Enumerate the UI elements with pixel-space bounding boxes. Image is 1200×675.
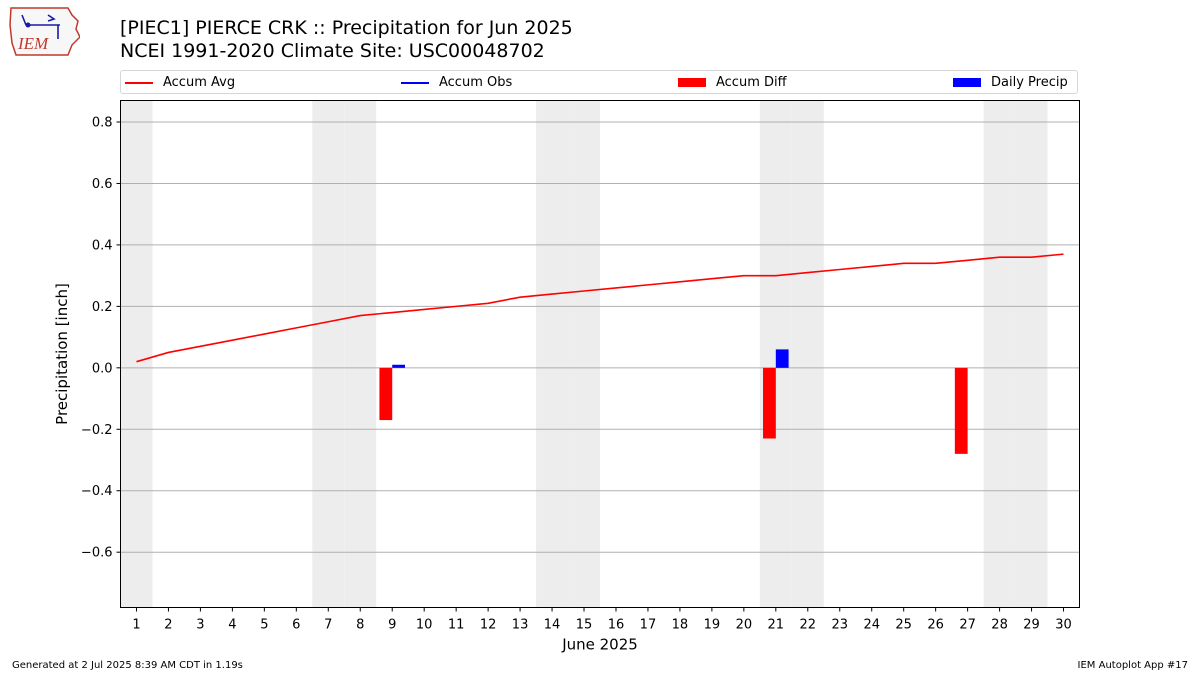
x-tick-label: 30 — [1055, 618, 1072, 633]
x-tick-label: 17 — [640, 618, 657, 633]
autoplot-app-label: IEM Autoplot App #17 — [1077, 660, 1188, 671]
bar-daily-precip — [392, 364, 406, 368]
plot-area — [120, 100, 1080, 608]
x-tick-label: 29 — [1023, 618, 1040, 633]
legend-label-accum-diff: Accum Diff — [716, 75, 787, 90]
weekend-band — [568, 100, 600, 608]
legend-swatch-accum-diff — [678, 78, 706, 87]
x-tick-label: 13 — [512, 618, 529, 633]
x-tick-label: 28 — [991, 618, 1008, 633]
x-tick-label: 27 — [959, 618, 976, 633]
x-tick-label: 7 — [324, 618, 332, 633]
legend-label-accum-obs: Accum Obs — [439, 75, 513, 90]
x-tick-label: 12 — [480, 618, 497, 633]
x-tick-label: 22 — [800, 618, 817, 633]
x-tick-label: 21 — [768, 618, 785, 633]
y-tick-label: 0.8 — [92, 116, 113, 131]
legend-swatch-accum-obs — [401, 81, 429, 84]
weekend-band — [759, 100, 792, 608]
y-axis-label: Precipitation [inch] — [53, 283, 71, 425]
x-tick-label: 25 — [895, 618, 912, 633]
y-tick-label: 0.2 — [92, 300, 113, 315]
x-tick-label: 3 — [196, 618, 204, 633]
x-tick-label: 1 — [132, 618, 140, 633]
station-dot-icon — [25, 22, 31, 28]
legend-label-accum-avg: Accum Avg — [163, 75, 236, 90]
y-tick-label: 0.6 — [92, 177, 113, 192]
x-tick-label: 23 — [831, 618, 848, 633]
weather-station-icon — [21, 14, 60, 39]
weekend-band — [983, 100, 1016, 608]
legend-label-daily-precip: Daily Precip — [991, 75, 1068, 90]
x-tick-label: 19 — [704, 618, 721, 633]
x-tick-label: 15 — [576, 618, 593, 633]
plot-frame — [120, 100, 1080, 608]
x-tick-label: 4 — [228, 618, 236, 633]
x-tick-label: 14 — [544, 618, 561, 633]
x-tick-label: 11 — [448, 618, 465, 633]
y-tick-label: 0.0 — [92, 361, 113, 376]
legend-item-accum-obs: Accum Obs — [401, 74, 512, 92]
legend-item-accum-avg: Accum Avg — [125, 74, 235, 92]
generated-timestamp: Generated at 2 Jul 2025 8:39 AM CDT in 1… — [12, 660, 243, 671]
iowa-outline-icon — [9, 7, 80, 56]
x-tick-label: 9 — [388, 618, 396, 633]
weekend-band — [120, 100, 153, 608]
bar-daily-precip — [775, 349, 789, 368]
logo-text: IEM — [17, 34, 49, 53]
chart-title: [PIEC1] PIERCE CRK :: Precipitation for … — [120, 17, 573, 39]
x-tick-label: 26 — [927, 618, 944, 633]
weekend-band — [536, 100, 569, 608]
bar-accum-diff — [379, 367, 393, 421]
x-tick-label: 20 — [736, 618, 753, 633]
x-tick-label: 5 — [260, 618, 268, 633]
y-tick-label: −0.4 — [81, 484, 113, 499]
y-tick-label: −0.6 — [81, 546, 113, 561]
legend-swatch-accum-avg — [125, 81, 153, 84]
x-tick-label: 8 — [356, 618, 364, 633]
legend-swatch-daily-precip — [953, 78, 981, 87]
bar-accum-diff — [954, 367, 968, 454]
weekend-band — [1015, 100, 1048, 608]
y-tick-label: 0.4 — [92, 238, 113, 253]
weekend-band — [791, 100, 824, 608]
x-tick-label: 24 — [863, 618, 880, 633]
x-axis-label: June 2025 — [561, 636, 638, 654]
weekend-band — [312, 100, 345, 608]
iem-logo: IEM — [9, 7, 80, 56]
legend-item-accum-diff: Accum Diff — [678, 74, 787, 92]
x-tick-label: 2 — [164, 618, 172, 633]
x-tick-label: 10 — [416, 618, 433, 633]
x-tick-label: 6 — [292, 618, 300, 633]
y-tick-label: −0.2 — [81, 423, 113, 438]
bar-accum-diff — [763, 367, 776, 439]
weekend-band — [344, 100, 377, 608]
chart-subtitle: NCEI 1991-2020 Climate Site: USC00048702 — [120, 40, 545, 62]
x-tick-label: 16 — [608, 618, 625, 633]
legend: Accum Avg Accum Obs Accum Diff Daily Pre… — [120, 70, 1078, 94]
line-accum-avg — [136, 253, 1064, 363]
legend-item-daily-precip: Daily Precip — [953, 74, 1068, 92]
x-tick-label: 18 — [672, 618, 689, 633]
